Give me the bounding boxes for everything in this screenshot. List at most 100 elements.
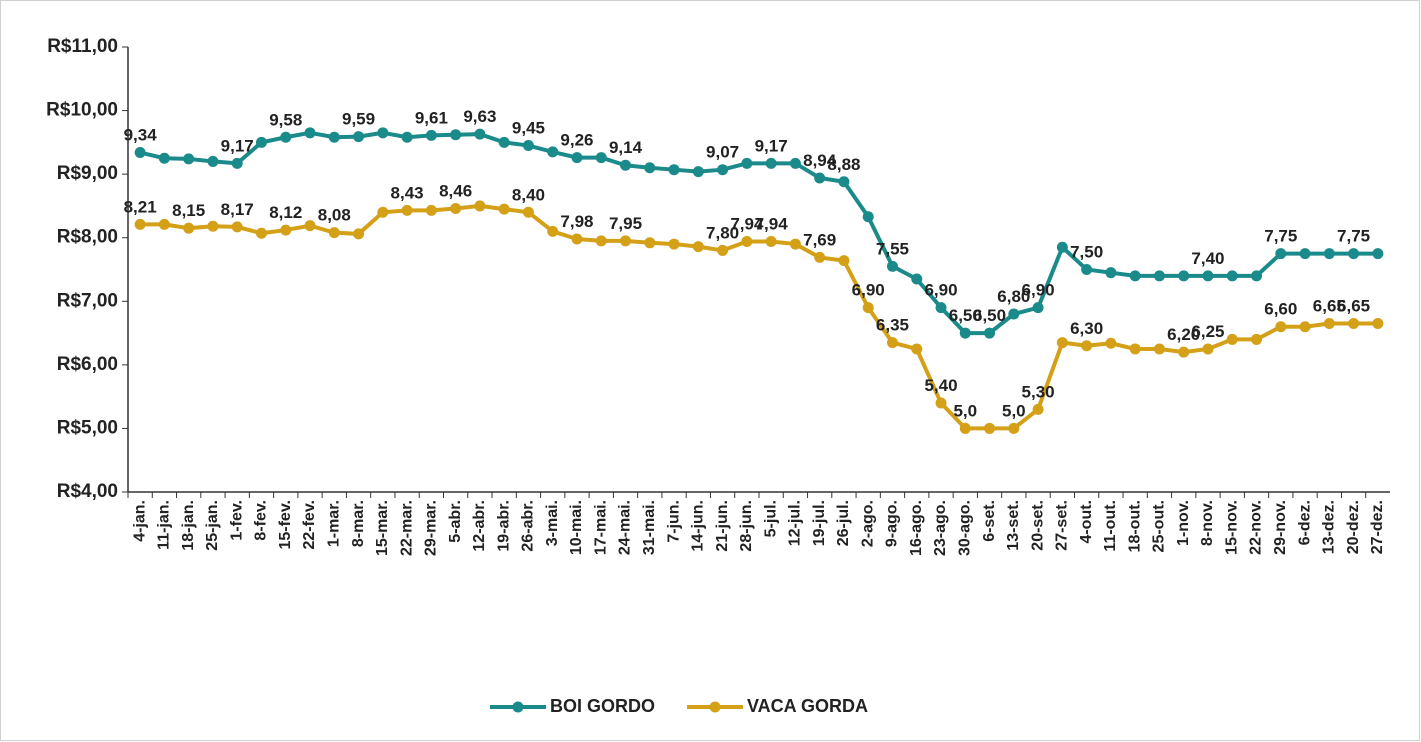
- data-point: [838, 255, 850, 267]
- data-label: 5,0: [953, 401, 977, 420]
- data-point: [789, 157, 801, 169]
- data-label: 7,69: [803, 230, 836, 249]
- data-point: [498, 203, 510, 215]
- data-point: [1372, 248, 1384, 260]
- data-point: [401, 204, 413, 216]
- data-point: [522, 140, 534, 152]
- data-point: [668, 164, 680, 176]
- data-point: [183, 222, 195, 234]
- data-point: [158, 152, 170, 164]
- y-tick-label: R$9,00: [57, 163, 118, 184]
- data-label: 8,40: [512, 185, 545, 204]
- x-tick-label: 6-dez.: [1296, 500, 1313, 545]
- data-label: 6,90: [924, 281, 957, 300]
- data-point: [886, 337, 898, 349]
- data-label: 6,80: [997, 287, 1030, 306]
- y-tick-label: R$5,00: [57, 417, 118, 438]
- x-tick-label: 12-abr.: [471, 500, 488, 552]
- data-label: 9,34: [124, 126, 158, 145]
- y-tick-label: R$11,00: [47, 36, 118, 57]
- data-point: [377, 127, 389, 139]
- x-tick-label: 16-ago.: [908, 500, 925, 556]
- data-point: [1056, 241, 1068, 253]
- y-tick-label: R$4,00: [57, 481, 118, 502]
- data-point: [620, 235, 632, 247]
- x-tick-label: 26-jul.: [835, 500, 852, 546]
- x-tick-label: 17-mai.: [592, 500, 609, 555]
- x-tick-label: 19-abr.: [495, 500, 512, 552]
- x-tick-label: 14-jun.: [690, 500, 707, 552]
- data-label: 6,65: [1337, 297, 1370, 316]
- data-label: 8,12: [269, 203, 302, 222]
- data-label: 9,07: [706, 143, 739, 162]
- x-tick-label: 15-fev.: [277, 500, 294, 550]
- data-point: [1032, 302, 1044, 314]
- data-point: [1226, 270, 1238, 282]
- data-label: 7,40: [1191, 249, 1224, 268]
- data-point: [474, 200, 486, 212]
- series-line: [139, 130, 1378, 336]
- data-label: 6,65: [1313, 297, 1346, 316]
- x-tick-label: 4-jan.: [131, 500, 148, 542]
- data-point: [814, 251, 826, 263]
- data-point: [1056, 337, 1068, 349]
- x-tick-label: 20-dez.: [1345, 500, 1362, 554]
- data-point: [450, 202, 462, 214]
- data-point: [1299, 321, 1311, 333]
- data-label: 9,61: [415, 108, 448, 127]
- legend-label: VACA GORDA: [747, 696, 868, 716]
- x-tick-label: 31-mai.: [641, 500, 658, 555]
- data-label: 6,60: [1264, 300, 1297, 319]
- data-point: [644, 237, 656, 249]
- data-point: [911, 343, 923, 355]
- data-point: [1372, 318, 1384, 330]
- x-tick-label: 5-jul.: [762, 500, 779, 537]
- data-point: [304, 127, 316, 139]
- x-tick-label: 12-jul.: [787, 500, 804, 546]
- x-tick-label: 28-jun.: [738, 500, 755, 552]
- x-tick-label: 22-fev.: [301, 500, 318, 550]
- data-point: [741, 236, 753, 248]
- data-label: 8,21: [124, 197, 157, 216]
- data-label: 7,80: [706, 223, 739, 242]
- x-tick-label: 8-mar.: [350, 500, 367, 547]
- data-label: 7,98: [560, 212, 593, 231]
- x-tick-label: 15-mar.: [374, 500, 391, 556]
- data-point: [1323, 248, 1335, 260]
- data-label: 8,15: [172, 201, 205, 220]
- data-point: [959, 327, 971, 339]
- data-point: [620, 159, 632, 171]
- x-tick-label: 15-nov.: [1223, 500, 1240, 555]
- data-label: 9,58: [269, 110, 302, 129]
- x-tick-label: 22-mar.: [398, 500, 415, 556]
- data-point: [741, 157, 753, 169]
- data-point: [522, 206, 534, 218]
- x-tick-label: 30-ago.: [957, 500, 974, 556]
- data-point: [498, 136, 510, 148]
- data-point: [814, 172, 826, 184]
- data-point: [1008, 308, 1020, 320]
- data-point: [1323, 318, 1335, 330]
- data-point: [328, 131, 340, 143]
- data-point: [935, 397, 947, 409]
- data-point: [280, 131, 292, 143]
- y-tick-label: R$7,00: [57, 290, 118, 311]
- data-label: 6,20: [1167, 325, 1200, 344]
- data-point: [838, 176, 850, 188]
- x-tick-label: 27-dez.: [1369, 500, 1386, 554]
- data-point: [765, 157, 777, 169]
- y-tick-label: R$6,00: [57, 354, 118, 375]
- data-point: [547, 225, 559, 237]
- data-label: 9,63: [463, 107, 496, 126]
- x-tick-label: 13-dez.: [1321, 500, 1338, 554]
- data-point: [353, 228, 365, 240]
- data-point: [1153, 343, 1165, 355]
- data-point: [255, 136, 267, 148]
- data-point: [984, 327, 996, 339]
- y-tick-label: R$8,00: [57, 227, 118, 248]
- x-tick-label: 23-ago.: [932, 500, 949, 556]
- x-tick-label: 10-mai.: [568, 500, 585, 555]
- data-point: [1008, 422, 1020, 434]
- data-label: 9,59: [342, 110, 375, 129]
- x-tick-label: 4-out.: [1078, 500, 1095, 544]
